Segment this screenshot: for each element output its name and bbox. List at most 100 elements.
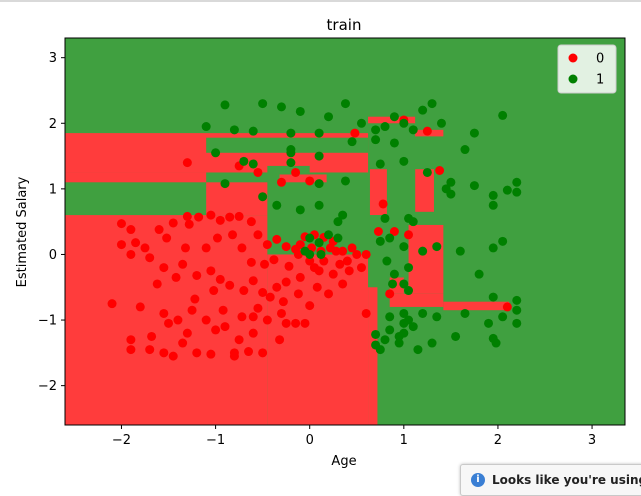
point-class-0 xyxy=(246,257,256,267)
point-class-0 xyxy=(182,328,192,338)
point-class-1 xyxy=(388,279,398,289)
point-class-1 xyxy=(380,335,390,345)
point-class-1 xyxy=(436,118,446,128)
point-class-1 xyxy=(488,200,498,210)
point-class-0 xyxy=(378,199,388,209)
point-class-1 xyxy=(427,99,437,109)
point-class-0 xyxy=(276,308,286,318)
point-class-1 xyxy=(338,210,348,220)
point-class-1 xyxy=(385,233,395,243)
region-class-1 xyxy=(305,201,369,216)
point-class-0 xyxy=(275,335,285,345)
point-class-0 xyxy=(182,211,192,221)
point-class-0 xyxy=(258,288,268,298)
x-axis-ticks: −2 −1 0 1 2 3 xyxy=(112,425,596,448)
point-class-0 xyxy=(159,263,169,273)
point-class-1 xyxy=(474,269,484,279)
point-class-0 xyxy=(147,331,157,341)
point-class-0 xyxy=(171,272,181,282)
point-class-0 xyxy=(116,240,126,250)
point-class-1 xyxy=(286,128,296,138)
point-class-1 xyxy=(404,315,414,325)
point-class-0 xyxy=(342,256,352,266)
point-class-0 xyxy=(305,176,315,186)
point-class-1 xyxy=(295,106,305,116)
point-class-1 xyxy=(375,159,385,169)
point-class-1 xyxy=(427,338,437,348)
point-class-1 xyxy=(498,312,508,322)
point-class-1 xyxy=(418,105,428,115)
point-class-1 xyxy=(239,156,249,166)
point-class-0 xyxy=(164,318,174,328)
point-class-0 xyxy=(168,351,178,361)
region-class-0 xyxy=(65,172,207,183)
point-class-1 xyxy=(258,99,268,109)
legend-label-1: 1 xyxy=(596,73,604,88)
point-class-0 xyxy=(126,225,136,235)
point-class-0 xyxy=(192,348,202,358)
point-class-0 xyxy=(291,318,301,328)
point-class-0 xyxy=(281,242,291,252)
point-class-0 xyxy=(116,219,126,229)
point-class-0 xyxy=(159,308,169,318)
point-class-0 xyxy=(258,348,268,358)
point-class-0 xyxy=(352,249,362,259)
point-class-0 xyxy=(291,167,301,177)
point-class-1 xyxy=(512,177,522,187)
point-class-1 xyxy=(248,159,258,169)
region-class-0 xyxy=(279,174,327,183)
x-axis-label: Age xyxy=(331,454,356,469)
x-tick-label: 2 xyxy=(494,433,502,448)
point-class-0 xyxy=(295,272,305,282)
x-tick-label: 0 xyxy=(306,433,314,448)
point-class-0 xyxy=(215,215,225,225)
point-class-0 xyxy=(140,243,150,253)
y-tick-label: −1 xyxy=(38,314,57,329)
point-class-1 xyxy=(460,308,470,318)
point-class-0 xyxy=(331,246,341,256)
point-class-1 xyxy=(371,329,381,339)
point-class-1 xyxy=(394,338,404,348)
point-class-0 xyxy=(180,243,190,253)
point-class-1 xyxy=(314,151,324,161)
point-class-0 xyxy=(338,279,348,289)
point-class-0 xyxy=(262,240,272,250)
point-class-0 xyxy=(206,266,216,276)
point-class-0 xyxy=(253,230,263,240)
point-class-0 xyxy=(215,274,225,284)
point-class-0 xyxy=(293,289,303,299)
point-class-1 xyxy=(333,233,343,243)
point-class-1 xyxy=(314,200,324,210)
point-class-0 xyxy=(281,318,291,328)
point-class-0 xyxy=(228,230,238,240)
point-class-0 xyxy=(389,227,399,236)
point-class-0 xyxy=(184,219,194,229)
point-class-1 xyxy=(502,185,512,195)
point-class-0 xyxy=(295,240,305,250)
region-class-1 xyxy=(403,169,416,216)
point-class-1 xyxy=(488,190,498,200)
point-class-0 xyxy=(126,345,136,355)
region-class-0 xyxy=(206,182,268,216)
point-class-1 xyxy=(408,217,418,227)
region-class-0 xyxy=(389,293,444,307)
point-class-1 xyxy=(418,308,428,318)
point-class-0 xyxy=(159,348,169,358)
point-class-0 xyxy=(182,158,192,168)
legend: 01 xyxy=(557,44,617,94)
point-class-1 xyxy=(340,99,350,109)
point-class-1 xyxy=(432,312,442,322)
point-class-1 xyxy=(248,126,258,136)
point-class-0 xyxy=(234,335,244,345)
y-tick-label: 1 xyxy=(49,182,57,197)
point-class-0 xyxy=(218,305,228,315)
notification-toast[interactable]: i Looks like you're using I xyxy=(460,464,641,496)
point-class-1 xyxy=(356,118,366,128)
point-class-1 xyxy=(272,200,282,210)
point-class-1 xyxy=(389,269,399,279)
axes-frame xyxy=(64,37,626,426)
point-class-0 xyxy=(281,277,291,287)
legend-label-0: 0 xyxy=(596,52,604,67)
point-class-0 xyxy=(187,305,197,315)
